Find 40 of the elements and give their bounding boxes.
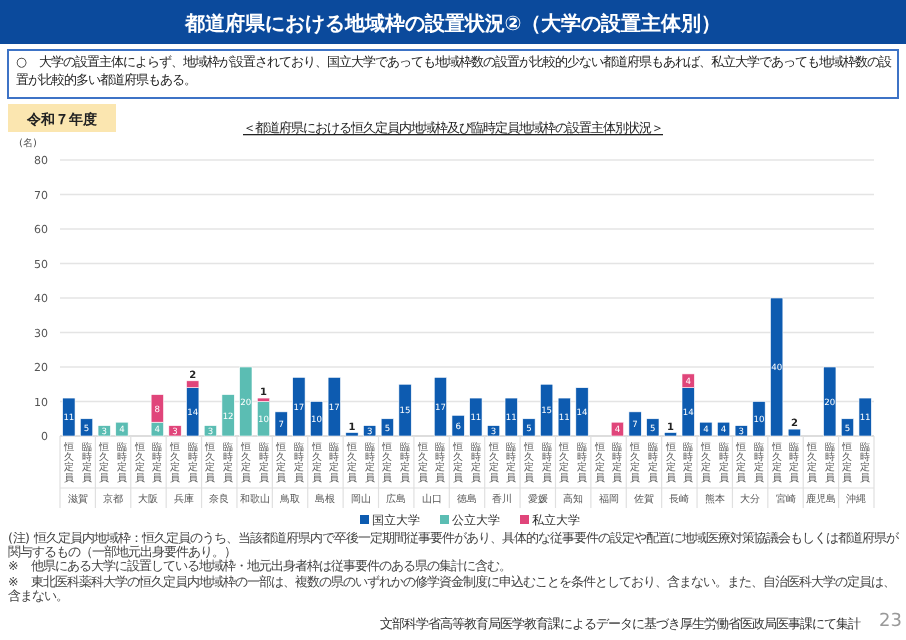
bar (823, 366, 837, 437)
bar (203, 425, 217, 437)
bar (787, 428, 801, 437)
bar (451, 415, 465, 437)
bar (97, 425, 111, 437)
bar (575, 387, 589, 437)
bar (80, 418, 94, 437)
bar (186, 387, 200, 437)
bar (734, 425, 748, 437)
bar (522, 418, 536, 437)
bar (840, 418, 854, 437)
bar (168, 425, 182, 437)
bar (433, 377, 447, 437)
bar (380, 418, 394, 437)
bar (770, 297, 784, 437)
bar (610, 421, 624, 437)
bar (257, 401, 270, 437)
bar (487, 425, 501, 437)
bar (557, 397, 571, 437)
bar (115, 421, 129, 437)
bar (62, 397, 76, 437)
bar (274, 411, 288, 437)
text: 23 (879, 612, 902, 632)
bar (858, 397, 872, 437)
bar (628, 411, 642, 437)
bar (717, 421, 731, 437)
bar (310, 401, 324, 437)
bar (504, 397, 518, 437)
chart-title: 都道府県における地域枠の設置状況②（大学の設置主体別） (182, 12, 722, 36)
bar (239, 366, 253, 437)
bar (646, 418, 660, 437)
bar (540, 383, 554, 437)
bar (469, 397, 483, 437)
bar (363, 425, 377, 437)
bar (327, 377, 341, 437)
bar (398, 383, 412, 437)
bar (699, 421, 713, 437)
bar (292, 377, 306, 437)
bar (221, 394, 235, 437)
bar (752, 401, 766, 437)
